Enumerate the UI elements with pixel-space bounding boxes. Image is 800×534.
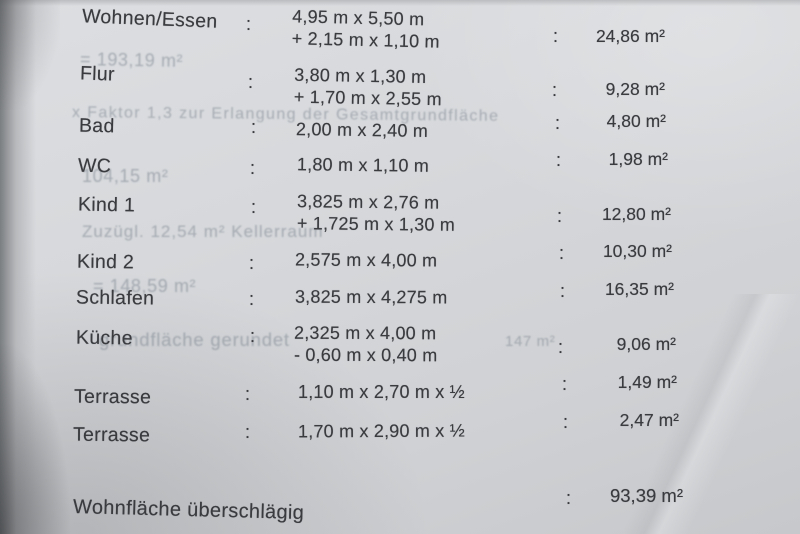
room-label: WC xyxy=(77,154,112,178)
colon: : xyxy=(552,80,558,100)
colon: : xyxy=(562,374,568,394)
area-value: 24,86 m² xyxy=(595,26,665,46)
colon: : xyxy=(250,158,256,178)
dimension-line: 2,325 m x 4,00 m xyxy=(294,322,437,344)
dimension-line: 3,825 m x 2,76 m xyxy=(297,191,440,213)
ghost-line: = 148,59 m² xyxy=(93,276,197,296)
dimension-line: 1,70 m x 2,90 m x ½ xyxy=(297,420,465,442)
dimensions: 2,575 m x 4,00 m xyxy=(295,249,437,272)
dimension-line: 1,10 m x 2,70 m x ½ xyxy=(298,382,465,402)
room-label: Terrasse xyxy=(72,423,151,447)
colon: : xyxy=(566,488,572,508)
colon: : xyxy=(248,72,254,92)
ghost-line: grundfläche gerundet xyxy=(99,329,290,350)
area-value: 1,98 m² xyxy=(608,149,668,169)
ghost-line: 147 m² xyxy=(505,333,556,350)
colon: : xyxy=(558,337,564,357)
dimension-line: + 2,15 m x 1,10 m xyxy=(291,28,440,52)
colon: : xyxy=(556,150,562,170)
dimensions: 4,95 m x 5,50 m + 2,15 m x 1,10 m xyxy=(292,5,441,52)
dimension-line: 3,80 m x 1,30 m xyxy=(294,64,427,88)
colon: : xyxy=(559,243,565,263)
dimensions: 2,325 m x 4,00 m - 0,60 m x 0,40 m xyxy=(294,322,438,367)
colon: : xyxy=(557,206,563,226)
dimension-line: + 1,725 m x 1,30 m xyxy=(296,213,456,235)
colon: : xyxy=(249,289,255,309)
dimensions: 1,80 m x 1,10 m xyxy=(297,153,429,177)
dimension-line: 2,00 m x 2,40 m xyxy=(295,119,429,141)
room-label: Kind 2 xyxy=(76,250,135,274)
colon: : xyxy=(245,384,251,404)
room-label: Kind 1 xyxy=(77,193,136,217)
room-label: Wohnen/Essen xyxy=(81,5,218,33)
room-label: Flur xyxy=(79,62,116,86)
colon: : xyxy=(249,253,255,273)
dimensions: 1,70 m x 2,90 m x ½ xyxy=(298,420,465,443)
area-value: 9,28 m² xyxy=(605,79,665,99)
total-label: Wohnfläche überschlägig xyxy=(72,495,305,525)
colon: : xyxy=(560,281,566,301)
dimensions: 3,825 m x 2,76 m + 1,725 m x 1,30 m xyxy=(297,190,456,236)
corner-shadow-top-left xyxy=(0,0,60,110)
dimensions: 2,00 m x 2,40 m xyxy=(296,118,428,142)
room-label: Terrasse xyxy=(73,385,152,409)
dimension-line: + 1,70 m x 2,55 m xyxy=(293,86,442,110)
area-value: 9,06 m² xyxy=(616,334,676,354)
corner-shadow-bottom-left xyxy=(0,344,70,534)
area-value: 10,30 m² xyxy=(602,241,672,261)
colon: : xyxy=(251,117,257,137)
page-edge-shadow xyxy=(0,0,36,534)
dimensions: 3,80 m x 1,30 m + 1,70 m x 2,55 m xyxy=(294,64,443,111)
dimension-line: 2,575 m x 4,00 m xyxy=(294,249,438,271)
dimensions: 1,10 m x 2,70 m x ½ xyxy=(298,381,465,403)
dimension-line: - 0,60 m x 0,40 m xyxy=(293,344,438,366)
area-value: 16,35 m² xyxy=(604,279,674,299)
colon: : xyxy=(555,113,561,133)
room-label: Schlafen xyxy=(75,286,155,310)
area-value: 4,80 m² xyxy=(606,111,666,131)
area-value: 2,47 m² xyxy=(619,410,679,430)
page-edge-top xyxy=(0,0,800,6)
colon: : xyxy=(250,326,256,346)
ghost-line: Zuzügl. 12,54 m² Kellerraum xyxy=(82,222,324,241)
dimension-line: 1,80 m x 1,10 m xyxy=(296,154,430,176)
room-label: Küche xyxy=(75,326,133,350)
total-area-value: 93,39 m² xyxy=(609,485,683,506)
colon: : xyxy=(245,422,251,442)
colon: : xyxy=(563,412,569,432)
colon: : xyxy=(553,26,559,46)
room-label: Bad xyxy=(78,114,115,138)
dimensions: 3,825 m x 4,275 m xyxy=(295,286,448,309)
colon: : xyxy=(246,14,252,34)
area-value: 1,49 m² xyxy=(617,372,677,392)
colon: : xyxy=(251,197,257,217)
area-value: 12,80 m² xyxy=(601,204,671,224)
dimension-line: 3,825 m x 4,275 m xyxy=(294,286,448,308)
ghost-line: 104,15 m² xyxy=(82,166,169,186)
